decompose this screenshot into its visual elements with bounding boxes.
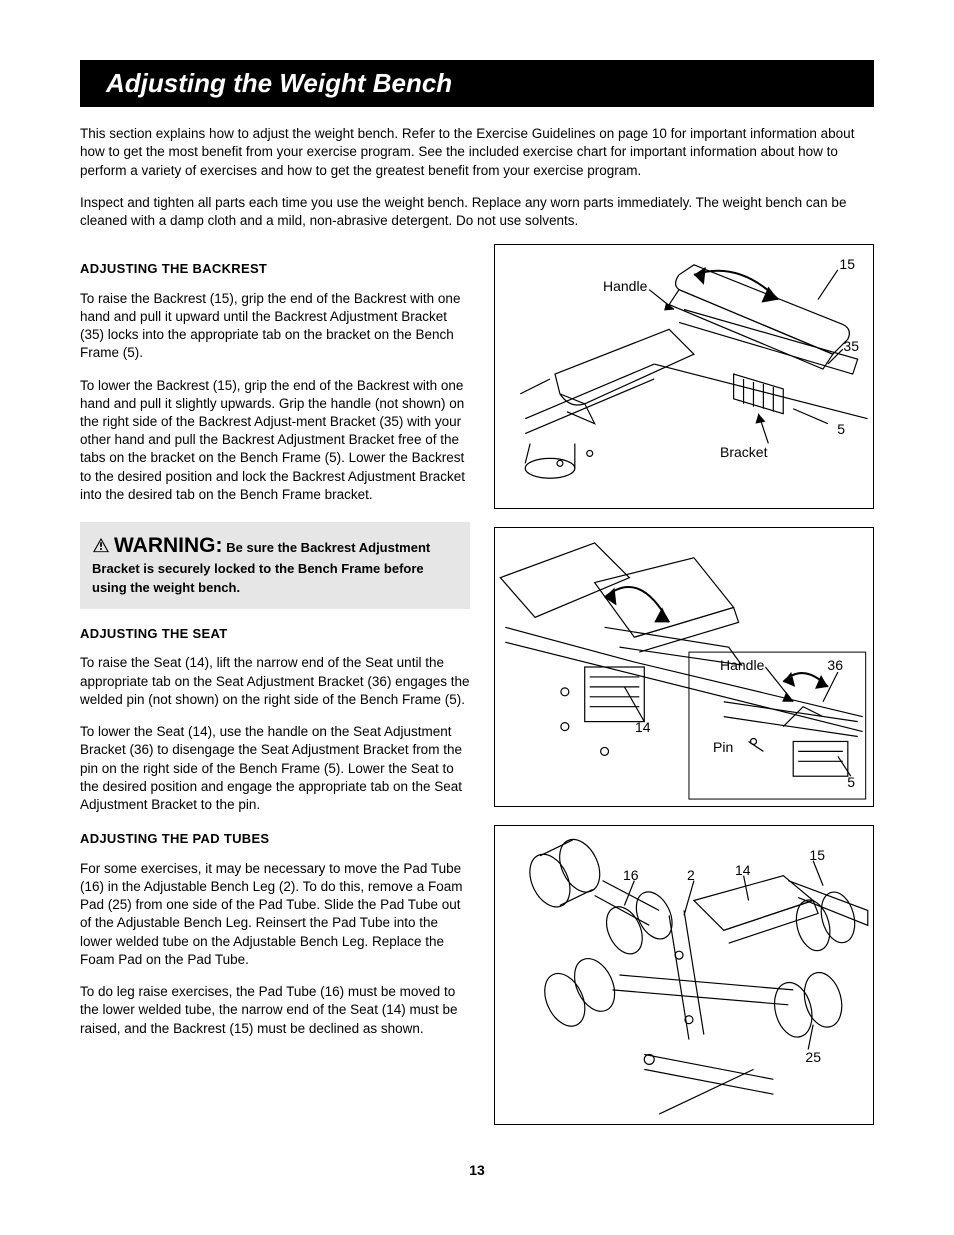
intro-section: This section explains how to adjust the … <box>80 125 874 230</box>
d2-label-36: 36 <box>827 656 843 675</box>
d3-label-25: 25 <box>805 1048 821 1067</box>
intro-paragraph-1: This section explains how to adjust the … <box>80 125 874 180</box>
diagram-backrest-svg <box>495 245 873 508</box>
seat-heading: ADJUSTING THE SEAT <box>80 625 470 643</box>
d2-label-14: 14 <box>635 718 651 737</box>
seat-p1: To raise the Seat (14), lift the narrow … <box>80 654 470 709</box>
d2-label-5: 5 <box>847 773 855 792</box>
d3-label-16: 16 <box>623 866 639 885</box>
title-bar: Adjusting the Weight Bench <box>80 60 874 107</box>
d1-label-15: 15 <box>839 255 855 274</box>
intro-paragraph-2: Inspect and tighten all parts each time … <box>80 194 874 230</box>
d1-label-5: 5 <box>837 420 845 439</box>
d2-label-handle: Handle <box>720 656 764 675</box>
backrest-p1: To raise the Backrest (15), grip the end… <box>80 290 470 363</box>
page-number: 13 <box>80 1161 874 1180</box>
content-columns: ADJUSTING THE BACKREST To raise the Back… <box>80 244 874 1143</box>
diagram-seat: 14 Handle 36 Pin 5 <box>494 527 874 807</box>
diagram-padtubes-svg <box>495 826 873 1124</box>
backrest-p2: To lower the Backrest (15), grip the end… <box>80 377 470 505</box>
d3-label-14: 14 <box>735 861 751 880</box>
d1-label-35: 35 <box>843 337 859 356</box>
diagram-seat-svg <box>495 528 873 806</box>
d2-label-pin: Pin <box>713 738 733 757</box>
padtubes-p2: To do leg raise exercises, the Pad Tube … <box>80 983 470 1038</box>
d1-label-bracket: Bracket <box>720 443 767 462</box>
left-column: ADJUSTING THE BACKREST To raise the Back… <box>80 244 470 1143</box>
d3-label-2: 2 <box>687 866 695 885</box>
page-title: Adjusting the Weight Bench <box>106 66 848 101</box>
diagram-backrest: Handle 15 35 5 Bracket <box>494 244 874 509</box>
warning-box: WARNING: Be sure the Backrest Adjustment… <box>80 522 470 609</box>
d1-label-handle: Handle <box>603 277 647 296</box>
d3-label-15: 15 <box>809 846 825 865</box>
right-column: Handle 15 35 5 Bracket <box>494 244 874 1143</box>
padtubes-p1: For some exercises, it may be necessary … <box>80 860 470 969</box>
seat-p2: To lower the Seat (14), use the handle o… <box>80 723 470 814</box>
warning-label: WARNING: <box>114 534 223 557</box>
warning-triangle-icon <box>92 537 110 553</box>
padtubes-heading: ADJUSTING THE PAD TUBES <box>80 830 470 848</box>
backrest-heading: ADJUSTING THE BACKREST <box>80 260 470 278</box>
diagram-padtubes: 16 2 14 15 25 <box>494 825 874 1125</box>
